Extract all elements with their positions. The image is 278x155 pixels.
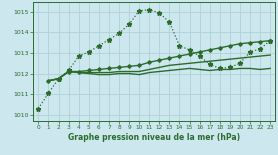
X-axis label: Graphe pression niveau de la mer (hPa): Graphe pression niveau de la mer (hPa) bbox=[68, 133, 240, 142]
